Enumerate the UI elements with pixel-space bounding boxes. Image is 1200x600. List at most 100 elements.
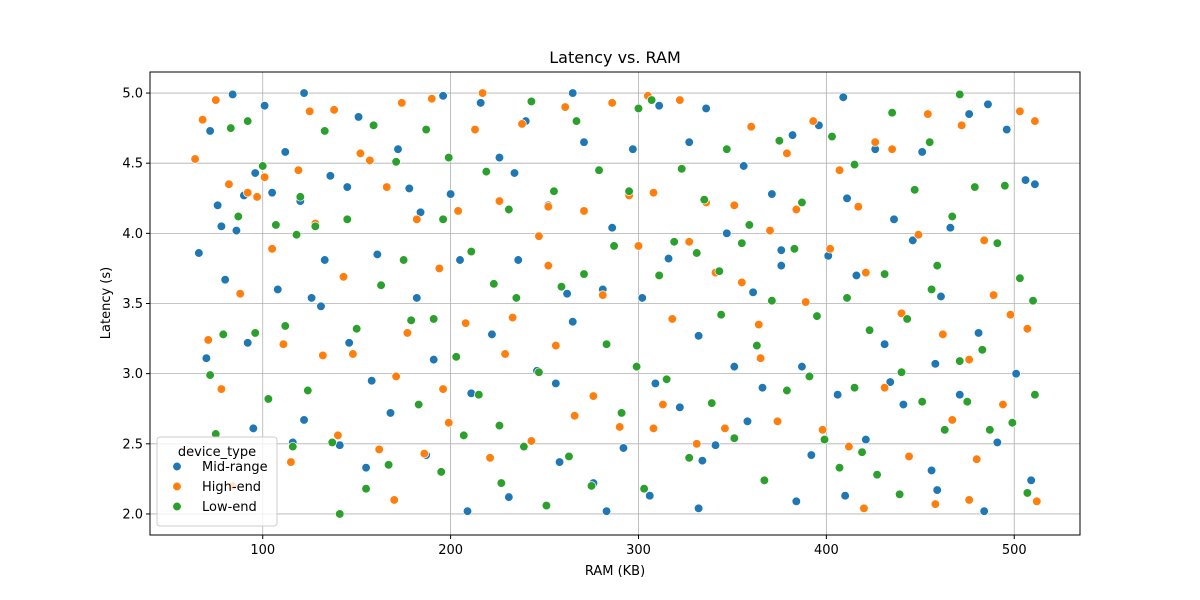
legend-box bbox=[156, 436, 278, 527]
data-point bbox=[970, 182, 980, 192]
data-point bbox=[697, 455, 708, 466]
data-point bbox=[1030, 179, 1040, 189]
data-point bbox=[568, 317, 578, 327]
data-point bbox=[220, 274, 230, 285]
data-point bbox=[742, 416, 753, 427]
x-axis-label: RAM (KB) bbox=[585, 564, 645, 579]
legend-marker bbox=[172, 501, 182, 512]
data-point bbox=[487, 329, 497, 340]
data-point bbox=[543, 260, 553, 271]
y-tick-label: 2.0 bbox=[122, 507, 143, 522]
data-point bbox=[979, 235, 989, 246]
data-point bbox=[842, 293, 852, 303]
data-point bbox=[601, 506, 612, 516]
data-point bbox=[320, 126, 330, 136]
data-point bbox=[716, 310, 726, 320]
data-point bbox=[601, 339, 612, 349]
data-point bbox=[438, 214, 448, 224]
data-point bbox=[335, 509, 345, 519]
data-point bbox=[477, 88, 488, 98]
data-point bbox=[879, 269, 890, 279]
data-point bbox=[801, 297, 811, 307]
data-point bbox=[197, 115, 208, 125]
data-point bbox=[808, 116, 818, 126]
data-point bbox=[383, 460, 394, 470]
data-point bbox=[693, 503, 704, 513]
data-point bbox=[231, 225, 242, 236]
data-point bbox=[879, 383, 890, 393]
data-point bbox=[476, 98, 486, 108]
gridlines bbox=[150, 72, 1080, 535]
data-point bbox=[205, 370, 215, 380]
data-point bbox=[1030, 116, 1040, 126]
data-point bbox=[1032, 496, 1042, 506]
data-point bbox=[571, 116, 582, 126]
data-point bbox=[201, 353, 212, 363]
data-point bbox=[451, 352, 461, 362]
data-point bbox=[258, 161, 268, 171]
data-point bbox=[616, 408, 627, 418]
data-point bbox=[598, 290, 608, 300]
data-point bbox=[551, 378, 561, 389]
data-point bbox=[853, 202, 863, 212]
data-point bbox=[684, 137, 694, 147]
data-point bbox=[714, 266, 724, 276]
data-point bbox=[496, 478, 506, 488]
data-point bbox=[355, 148, 366, 159]
data-points bbox=[190, 88, 1042, 519]
data-point bbox=[782, 385, 792, 396]
data-point bbox=[398, 255, 409, 265]
data-point bbox=[677, 164, 687, 174]
data-point bbox=[930, 359, 940, 369]
data-point bbox=[579, 206, 589, 216]
data-point bbox=[1005, 310, 1016, 320]
data-point bbox=[904, 451, 914, 462]
data-point bbox=[342, 182, 352, 192]
data-point bbox=[720, 423, 730, 434]
data-point bbox=[303, 385, 313, 396]
y-tick-label: 3.0 bbox=[122, 367, 143, 382]
data-point bbox=[917, 147, 927, 157]
data-point bbox=[842, 193, 852, 203]
data-point bbox=[1020, 175, 1031, 185]
legend-label: High-end bbox=[202, 480, 261, 495]
data-point bbox=[765, 225, 775, 236]
data-point bbox=[406, 315, 416, 325]
data-point bbox=[194, 248, 204, 258]
x-tick-label: 200 bbox=[438, 543, 463, 558]
data-point bbox=[787, 130, 798, 140]
data-point bbox=[667, 314, 677, 324]
data-point bbox=[481, 166, 491, 177]
data-point bbox=[767, 189, 777, 199]
data-point bbox=[827, 131, 837, 142]
data-point bbox=[1015, 273, 1025, 283]
data-point bbox=[797, 361, 807, 372]
data-point bbox=[412, 214, 422, 224]
data-point bbox=[872, 470, 882, 480]
legend-marker bbox=[172, 461, 182, 472]
data-point bbox=[804, 371, 815, 382]
data-point bbox=[1028, 296, 1038, 306]
data-point bbox=[560, 102, 570, 112]
data-point bbox=[427, 94, 437, 104]
data-point bbox=[273, 284, 283, 295]
data-point bbox=[607, 98, 617, 108]
data-point bbox=[748, 287, 758, 297]
data-point bbox=[376, 280, 386, 290]
data-point bbox=[896, 308, 907, 318]
data-point bbox=[504, 204, 514, 215]
data-point bbox=[729, 200, 739, 210]
data-point bbox=[385, 408, 396, 418]
data-point bbox=[983, 99, 993, 109]
data-point bbox=[513, 255, 523, 265]
data-point bbox=[218, 329, 228, 340]
data-point bbox=[267, 244, 277, 254]
data-point bbox=[316, 301, 326, 311]
data-point bbox=[414, 399, 424, 410]
data-point bbox=[648, 188, 659, 198]
data-point bbox=[913, 230, 924, 240]
data-point bbox=[205, 126, 215, 136]
data-point bbox=[291, 230, 302, 240]
data-point bbox=[684, 453, 694, 463]
data-point bbox=[729, 433, 739, 443]
